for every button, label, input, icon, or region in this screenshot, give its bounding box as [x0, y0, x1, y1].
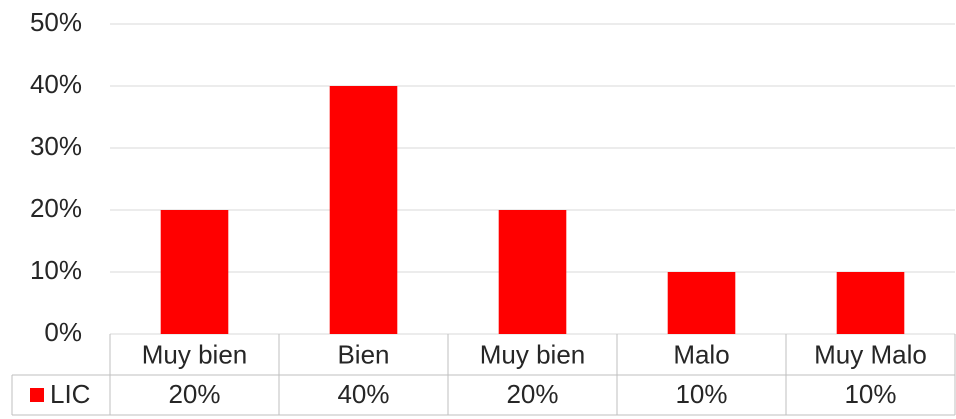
- y-tick-label: 0%: [44, 317, 82, 347]
- data-table-value: 20%: [506, 379, 558, 409]
- data-table-value: 10%: [844, 379, 896, 409]
- legend-swatch: [30, 388, 44, 402]
- data-table-value: 10%: [675, 379, 727, 409]
- x-tick-label: Malo: [673, 339, 729, 369]
- y-tick-label: 10%: [30, 255, 82, 285]
- bar: [836, 272, 905, 334]
- data-table-value: 40%: [337, 379, 389, 409]
- x-tick-label: Bien: [337, 339, 389, 369]
- x-tick-label: Muy Malo: [814, 339, 927, 369]
- y-tick-label: 50%: [30, 7, 82, 37]
- bar: [329, 86, 398, 334]
- y-tick-label: 20%: [30, 193, 82, 223]
- y-tick-label: 40%: [30, 69, 82, 99]
- legend-label: LIC: [50, 379, 90, 409]
- x-tick-label: Muy bien: [142, 339, 248, 369]
- bar: [160, 210, 229, 334]
- y-tick-label: 30%: [30, 131, 82, 161]
- bar: [667, 272, 736, 334]
- x-tick-label: Muy bien: [480, 339, 586, 369]
- data-table-value: 20%: [168, 379, 220, 409]
- bar: [498, 210, 567, 334]
